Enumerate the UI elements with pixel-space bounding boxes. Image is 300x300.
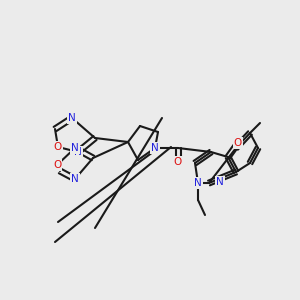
Text: O: O xyxy=(53,160,61,170)
Text: N: N xyxy=(151,143,159,153)
Text: N: N xyxy=(194,178,202,188)
Text: O: O xyxy=(54,142,62,152)
Text: O: O xyxy=(174,157,182,167)
Text: N: N xyxy=(74,147,82,157)
Text: O: O xyxy=(234,138,242,148)
Text: N: N xyxy=(216,177,224,187)
Text: N: N xyxy=(68,113,76,123)
Text: N: N xyxy=(71,174,79,184)
Text: N: N xyxy=(71,143,79,153)
